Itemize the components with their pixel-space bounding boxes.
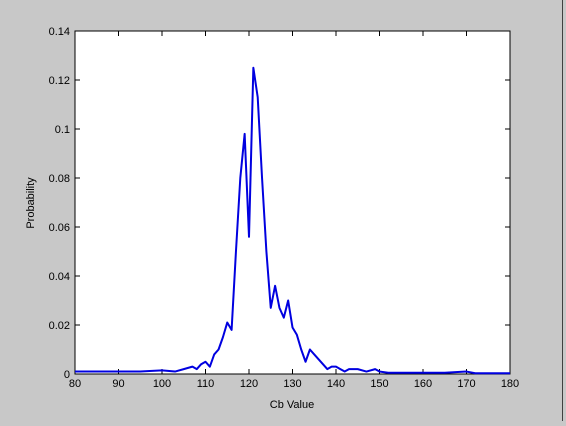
y-tick-label: 0.1 [55,124,70,136]
x-tick-label: 130 [283,378,301,390]
x-tick-label: 110 [197,378,215,390]
plot-area [74,30,511,375]
y-tick-label: 0.14 [49,26,70,38]
x-tick-label: 150 [370,378,388,390]
x-tick-label: 180 [501,378,519,390]
x-tick-label: 100 [153,378,171,390]
x-tick-label: 160 [414,378,432,390]
y-tick-label: 0.02 [49,320,70,332]
x-tick-label: 120 [240,378,258,390]
y-tick-label: 0.06 [49,222,70,234]
x-tick-label: 140 [327,378,345,390]
x-tick-label: 90 [112,378,124,390]
x-tick-label: 80 [69,378,81,390]
y-axis-label: Probability [25,177,37,229]
y-tick-label: 0.08 [49,173,70,185]
data-line [75,66,510,375]
y-tick-label: 0.12 [49,75,70,87]
x-axis-label: Cb Value [270,399,314,411]
x-tick-label: 170 [457,378,475,390]
y-tick-label: 0 [64,369,70,381]
y-tick-label: 0.04 [49,271,70,283]
